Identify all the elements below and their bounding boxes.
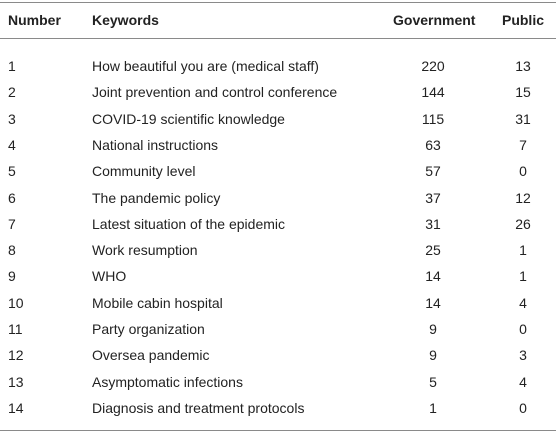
public-count: 26 — [515, 215, 531, 232]
government-count: 9 — [429, 347, 437, 364]
government-count: 57 — [425, 163, 441, 180]
keyword: How beautiful you are (medical staff) — [92, 58, 319, 74]
keyword: COVID-19 scientific knowledge — [92, 110, 285, 127]
row-number: 2 — [8, 84, 16, 101]
keyword: WHO — [92, 268, 127, 285]
public-count: 1 — [519, 268, 527, 285]
public-count: 13 — [515, 58, 531, 74]
column-header: Public — [501, 12, 544, 28]
public-count: 3 — [519, 347, 527, 364]
row-number: 6 — [8, 189, 16, 206]
keyword: The pandemic policy — [92, 189, 221, 206]
row-number: 8 — [8, 242, 16, 259]
public-count: 12 — [515, 189, 531, 206]
public-count: 4 — [519, 373, 527, 390]
government-count: 9 — [429, 321, 437, 337]
keyword: Party organization — [92, 321, 205, 337]
column-header: Keywords — [92, 12, 159, 28]
public-count: 7 — [519, 136, 527, 153]
government-count: 1 — [429, 399, 437, 416]
row-number: 9 — [8, 268, 16, 285]
keyword: Latest situation of the epidemic — [92, 215, 286, 232]
public-count: 0 — [519, 321, 527, 337]
row-number: 3 — [8, 110, 16, 127]
bottom-rule — [0, 430, 556, 431]
row-number: 1 — [8, 58, 16, 74]
public-count: 15 — [515, 84, 531, 101]
row-number: 12 — [8, 347, 24, 364]
keyword: Community level — [92, 163, 196, 180]
public-count: 1 — [519, 242, 527, 259]
public-count: 31 — [515, 110, 531, 127]
government-count: 37 — [425, 189, 441, 206]
government-count: 115 — [421, 110, 445, 127]
government-count: 14 — [425, 294, 441, 311]
public-count: 0 — [519, 399, 527, 416]
row-number: 4 — [8, 136, 16, 153]
government-count: 31 — [425, 215, 441, 232]
public-count: 0 — [519, 163, 527, 180]
public-count: 4 — [519, 294, 527, 311]
government-count: 144 — [421, 84, 445, 101]
government-count: 14 — [425, 268, 441, 285]
keyword: Oversea pandemic — [92, 347, 210, 364]
row-number: 13 — [8, 373, 24, 390]
row-number: 7 — [8, 215, 16, 232]
keyword: Mobile cabin hospital — [92, 294, 223, 311]
government-count: 220 — [421, 58, 445, 74]
row-number: 10 — [8, 294, 24, 311]
keyword: Diagnosis and treatment protocols — [92, 399, 305, 416]
government-count: 5 — [429, 373, 437, 390]
keyword: Work resumption — [92, 242, 198, 259]
column-header: Number — [8, 12, 61, 28]
keyword: Asymptomatic infections — [92, 373, 243, 390]
government-count: 25 — [425, 242, 441, 259]
row-number: 5 — [8, 163, 16, 180]
header-rule — [0, 38, 556, 39]
row-number: 11 — [8, 321, 23, 337]
keyword: National instructions — [92, 136, 219, 153]
column-header: Government — [393, 12, 476, 28]
keyword: Joint prevention and control conference — [92, 84, 338, 101]
government-count: 63 — [425, 136, 441, 153]
top-rule — [0, 2, 556, 3]
row-number: 14 — [8, 399, 24, 416]
